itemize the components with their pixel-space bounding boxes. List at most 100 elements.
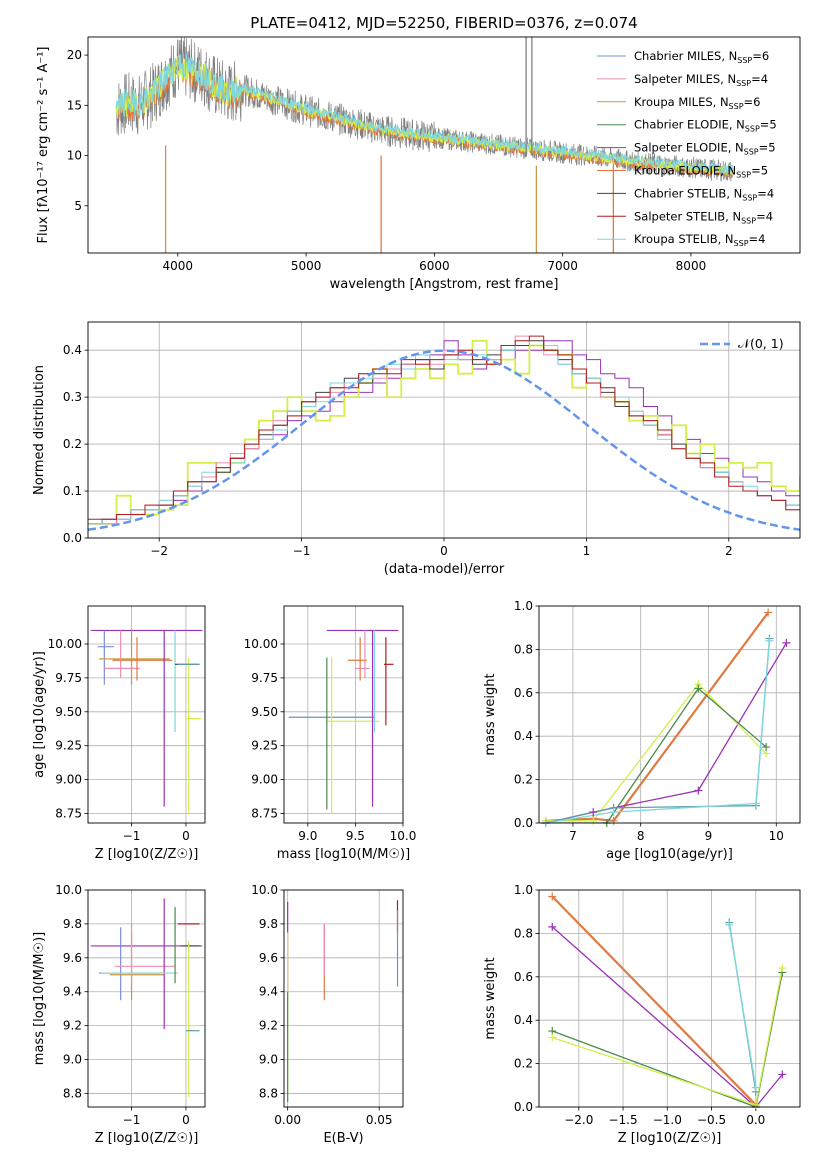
x-axis-label: mass [log10(M/M☉)] bbox=[277, 847, 410, 862]
axes-frame bbox=[87, 889, 206, 1108]
histogram-series-line bbox=[88, 340, 800, 525]
data-point-marker bbox=[548, 922, 557, 931]
plot-area bbox=[284, 890, 403, 1107]
axes-frame bbox=[283, 889, 404, 1108]
data-point-marker bbox=[765, 636, 774, 645]
x-tick-label: 9 bbox=[705, 829, 713, 843]
y-tick-label: 9.00 bbox=[55, 773, 82, 787]
y-axis-label: mass [log10(M/M☉)] bbox=[32, 932, 47, 1065]
y-axis-label: mass weight bbox=[483, 957, 498, 1039]
y-axis-label: Flux [fλ10⁻¹⁷ erg cm⁻² s⁻¹ A⁻¹] bbox=[36, 47, 51, 244]
y-tick-label: 9.2 bbox=[259, 1019, 278, 1033]
plot-area bbox=[88, 890, 205, 1107]
x-tick-label: 4000 bbox=[163, 259, 194, 273]
x-tick-label: −1 bbox=[123, 1113, 141, 1127]
panel-massweight_vs_Z: −2.0 −1.5 −1.0 −0.5 0.0 0.0 0.2 0.4 0.6 0.8 1.0 Z [… bbox=[483, 883, 801, 1146]
data-point-marker bbox=[751, 799, 760, 808]
x-tick-label: 7000 bbox=[547, 259, 578, 273]
axes-frame bbox=[538, 605, 801, 824]
plot-area bbox=[539, 606, 800, 823]
x-tick-label: −1.0 bbox=[653, 1113, 682, 1127]
x-tick-label: 10 bbox=[769, 829, 784, 843]
x-tick-label: 0 bbox=[440, 544, 448, 558]
x-tick-label: 0 bbox=[182, 1113, 190, 1127]
x-axis-label: wavelength [Angstrom, rest frame] bbox=[330, 277, 559, 292]
histogram-series-line bbox=[88, 340, 800, 525]
data-point-marker bbox=[694, 684, 703, 693]
y-tick-label: 0.8 bbox=[514, 926, 533, 940]
mass-weight-series-line bbox=[545, 683, 767, 822]
y-tick-label: 9.8 bbox=[259, 917, 278, 931]
x-tick-label: 0.0 bbox=[746, 1113, 765, 1127]
axes-frame bbox=[283, 605, 404, 824]
y-tick-label: 0.1 bbox=[63, 484, 82, 498]
mass-weight-series-line bbox=[545, 640, 771, 823]
y-tick-label: 9.50 bbox=[251, 705, 278, 719]
x-tick-label: 8 bbox=[637, 829, 645, 843]
legend-label: Salpeter ELODIE, NSSP=5 bbox=[634, 141, 776, 157]
panel-age_vs_Z: −1 0 8.75 9.00 9.25 9.50 9.75 10.00 Z [log10(Z/Z… bbox=[32, 605, 206, 862]
panel-massweight_vs_age: 7 8 9 10 0.0 0.2 0.4 0.6 0.8 1.0 age [log10(age/yr… bbox=[483, 599, 801, 862]
x-tick-label: −1 bbox=[123, 829, 141, 843]
plot-area bbox=[115, 37, 734, 253]
x-axis-label: E(B-V) bbox=[323, 1131, 363, 1146]
y-tick-label: 9.75 bbox=[251, 671, 278, 685]
y-tick-label: 0.2 bbox=[514, 773, 533, 787]
y-tick-label: 9.4 bbox=[63, 985, 82, 999]
x-tick-label: 9.5 bbox=[346, 829, 365, 843]
y-tick-label: 0.6 bbox=[514, 686, 533, 700]
data-point-marker bbox=[782, 638, 791, 647]
y-tick-label: 9.75 bbox=[55, 671, 82, 685]
y-tick-label: 10 bbox=[67, 149, 82, 163]
y-tick-label: 0.0 bbox=[63, 531, 82, 545]
histogram-series-line bbox=[88, 339, 800, 525]
legend-label: Chabrier MILES, NSSP=6 bbox=[634, 49, 769, 65]
x-axis-label: Z [log10(Z/Z☉)] bbox=[95, 1131, 199, 1146]
panel-mass_vs_ebv: 0.00 0.05 8.8 9.0 9.2 9.4 9.6 9.8 10.0 E(B-V) bbox=[251, 883, 404, 1146]
x-tick-label: 5000 bbox=[291, 259, 322, 273]
plot-area bbox=[88, 322, 800, 538]
plot-area bbox=[284, 606, 403, 823]
x-tick-label: −2 bbox=[150, 544, 168, 558]
panel-age_vs_mass: 9.0 9.5 10.0 8.75 9.00 9.25 9.50 9.75 10.00 mass … bbox=[244, 605, 416, 862]
y-tick-label: 9.25 bbox=[55, 739, 82, 753]
data-point-marker bbox=[589, 816, 598, 825]
x-tick-label: 2 bbox=[725, 544, 733, 558]
axes-frame bbox=[87, 605, 206, 824]
x-axis-label: (data-model)/error bbox=[384, 562, 505, 577]
data-point-marker bbox=[589, 808, 598, 817]
legend-label: Salpeter MILES, NSSP=4 bbox=[634, 72, 768, 88]
mass-weight-series-line bbox=[551, 895, 757, 1106]
x-tick-label: −1 bbox=[293, 544, 311, 558]
y-tick-label: 1.0 bbox=[514, 599, 533, 613]
data-point-marker bbox=[764, 608, 773, 617]
legend-label: Chabrier STELIB, NSSP=4 bbox=[634, 186, 774, 202]
y-tick-label: 0.8 bbox=[514, 642, 533, 656]
x-tick-label: 0.05 bbox=[366, 1113, 393, 1127]
y-tick-label: 9.6 bbox=[63, 951, 82, 965]
y-tick-label: 9.2 bbox=[63, 1019, 82, 1033]
data-point-marker bbox=[751, 1100, 760, 1109]
x-tick-label: 0 bbox=[182, 829, 190, 843]
data-spectrum-line bbox=[115, 37, 733, 182]
y-tick-label: 9.4 bbox=[259, 985, 278, 999]
y-tick-label: 0.4 bbox=[63, 343, 82, 357]
x-axis-label: age [log10(age/yr)] bbox=[606, 847, 733, 862]
y-tick-label: 10.0 bbox=[55, 883, 82, 897]
x-axis-label: Z [log10(Z/Z☉)] bbox=[95, 847, 199, 862]
legend-label: Kroupa MILES, NSSP=6 bbox=[634, 95, 760, 111]
x-tick-label: −2.0 bbox=[564, 1113, 593, 1127]
model-spectrum-line bbox=[115, 53, 734, 174]
x-tick-label: 9.0 bbox=[298, 829, 317, 843]
panel-mass_vs_Z: −1 0 8.8 9.0 9.2 9.4 9.6 9.8 10.0 Z [log10(Z/Z☉)]… bbox=[32, 883, 206, 1146]
y-tick-label: 9.0 bbox=[259, 1053, 278, 1067]
legend-label: Kroupa STELIB, NSSP=4 bbox=[634, 232, 765, 248]
data-point-marker bbox=[778, 964, 787, 973]
data-point-marker bbox=[751, 1083, 760, 1092]
histogram-series-line bbox=[88, 340, 800, 525]
histogram-series-line bbox=[88, 335, 800, 520]
legend-label: Chabrier ELODIE, NSSP=5 bbox=[634, 118, 777, 134]
data-point-marker bbox=[548, 1033, 557, 1042]
y-tick-label: 9.00 bbox=[251, 773, 278, 787]
x-tick-label: 0.00 bbox=[274, 1113, 301, 1127]
